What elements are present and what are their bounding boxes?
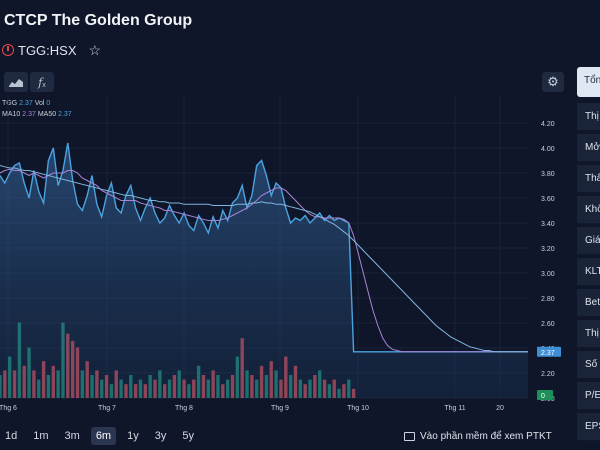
legend-line-1: TGG 2.37 Vol 0 xyxy=(2,100,51,107)
gear-icon[interactable]: ⚙ xyxy=(542,72,564,92)
range-6m[interactable]: 6m xyxy=(90,427,117,445)
ticker-symbol: TGG:HSX xyxy=(18,42,77,58)
y-tick-label: 3.40 xyxy=(541,221,555,228)
monitor-icon xyxy=(404,432,415,441)
clock-icon xyxy=(2,44,14,56)
side-item[interactable]: Thấp xyxy=(577,165,600,193)
side-item[interactable]: Thị xyxy=(577,103,600,131)
star-icon[interactable]: ☆ xyxy=(88,41,102,58)
x-tick-label: 20 xyxy=(496,405,504,412)
side-item[interactable]: Beta xyxy=(577,289,600,317)
ma50-line xyxy=(0,165,528,353)
x-tick-label: Thg 10 xyxy=(347,405,369,412)
last-price-badge xyxy=(537,346,561,357)
range-1m[interactable]: 1m xyxy=(33,430,49,442)
tab-overview[interactable]: Tổng xyxy=(577,67,600,97)
side-item[interactable]: EPS xyxy=(577,413,600,441)
x-tick-label: Thg 8 xyxy=(175,405,193,412)
x-tick-label: Thg 6 xyxy=(0,405,17,412)
side-item[interactable]: Thị xyxy=(577,320,600,348)
range-selector: 1d 1m 3m 6m 1y 3y 5y xyxy=(0,426,199,446)
ma10-line xyxy=(0,168,528,353)
last-price-label: 2.37 xyxy=(541,350,555,357)
side-item[interactable]: P/E xyxy=(577,382,600,410)
side-item[interactable]: Khối xyxy=(577,196,600,224)
x-tick-label: Thg 9 xyxy=(271,405,289,412)
page-title: CTCP The Golden Group xyxy=(4,12,193,29)
y-tick-label: 4.00 xyxy=(541,146,555,153)
y-tick-label: 4.20 xyxy=(541,121,555,128)
chart-area-icon[interactable] xyxy=(4,72,28,92)
range-1d[interactable]: 1d xyxy=(5,430,18,442)
side-item[interactable]: Mở xyxy=(577,134,600,162)
side-panel: Tổng Thị Mở Thấp Khối Giá KLTB Beta Thị Số P/E EPS xyxy=(577,67,600,450)
ticker-row: TGG:HSX ☆ xyxy=(2,41,101,59)
range-1y[interactable]: 1y xyxy=(127,430,139,442)
y-tick-label: 2.80 xyxy=(541,296,555,303)
last-volume-label: 0 xyxy=(541,393,545,400)
y-tick-label: 2.60 xyxy=(541,321,555,328)
y-tick-label: 3.80 xyxy=(541,171,555,178)
last-volume-badge xyxy=(537,390,553,400)
price-chart[interactable]: 4.204.003.803.603.403.203.002.802.602.40… xyxy=(0,0,572,450)
side-item[interactable]: Số xyxy=(577,351,600,379)
side-item[interactable]: KLTB xyxy=(577,258,600,286)
price-area xyxy=(0,143,528,398)
x-tick-label: Thg 11 xyxy=(444,405,465,412)
side-item[interactable]: Giá xyxy=(577,227,600,255)
range-3y[interactable]: 3y xyxy=(154,430,167,442)
range-3m[interactable]: 3m xyxy=(64,430,80,442)
y-tick-label: 3.20 xyxy=(541,246,555,253)
y-tick-label: 3.00 xyxy=(541,271,555,278)
range-5y[interactable]: 5y xyxy=(182,430,194,442)
x-tick-label: Thg 7 xyxy=(98,405,116,412)
y-tick-label: 3.60 xyxy=(541,196,555,203)
open-software-link[interactable]: Vào phần mềm để xem PTKT xyxy=(404,431,552,442)
legend-line-2: MA10 2.37 MA50 2.37 xyxy=(2,111,72,118)
y-tick-label: 2.20 xyxy=(541,371,555,378)
